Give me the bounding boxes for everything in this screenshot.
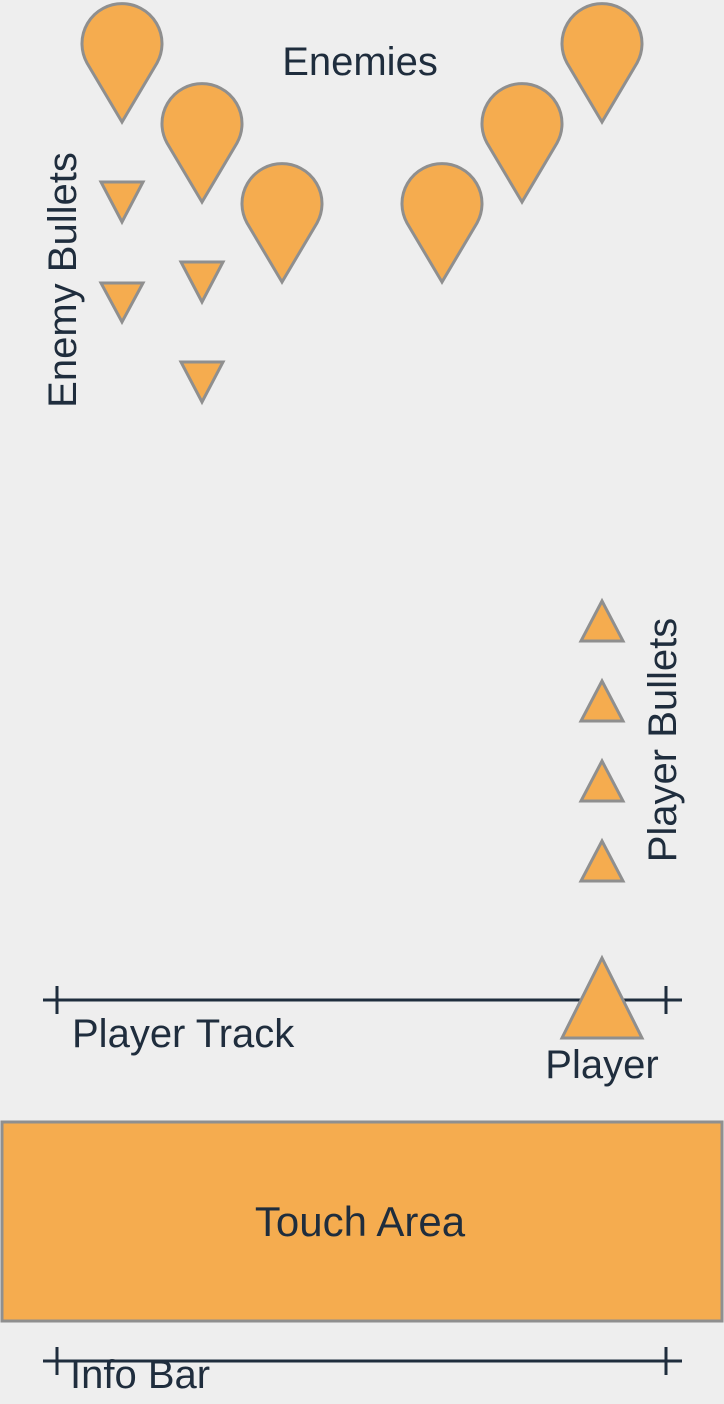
- enemies-label: Enemies: [282, 40, 438, 84]
- player-ship-icon: [559, 954, 645, 1040]
- player-bullet-icon: [578, 757, 626, 803]
- enemy-bullets-group: [98, 180, 226, 406]
- info-bar: [43, 1347, 682, 1375]
- player-track: [43, 986, 682, 1014]
- player-bullets-group: [578, 597, 626, 883]
- player-label: Player: [545, 1043, 658, 1087]
- enemy-bullet-icon: [178, 360, 226, 406]
- player-bullet-icon: [578, 597, 626, 643]
- touch-area-label: Touch Area: [255, 1198, 466, 1245]
- enemy-pin-icon: [160, 82, 244, 205]
- enemy-bullet-icon: [98, 180, 146, 226]
- player-bullets-label: Player Bullets: [641, 618, 685, 863]
- enemy-pin-icon: [80, 2, 164, 125]
- player-bullet-icon: [578, 677, 626, 723]
- enemies-group: [80, 2, 644, 285]
- player-bullet-icon: [578, 837, 626, 883]
- touch-area[interactable]: [0, 1120, 724, 1323]
- enemy-bullets-label: Enemy Bullets: [41, 152, 85, 408]
- enemy-bullet-icon: [98, 281, 146, 326]
- enemy-pin-icon: [240, 162, 324, 285]
- enemy-pin-icon: [480, 82, 564, 205]
- info-bar-label: Info Bar: [70, 1353, 210, 1397]
- enemy-pin-icon: [400, 162, 484, 285]
- enemy-pin-icon: [560, 2, 644, 125]
- enemy-bullet-icon: [178, 260, 226, 306]
- player-track-label: Player Track: [72, 1012, 295, 1056]
